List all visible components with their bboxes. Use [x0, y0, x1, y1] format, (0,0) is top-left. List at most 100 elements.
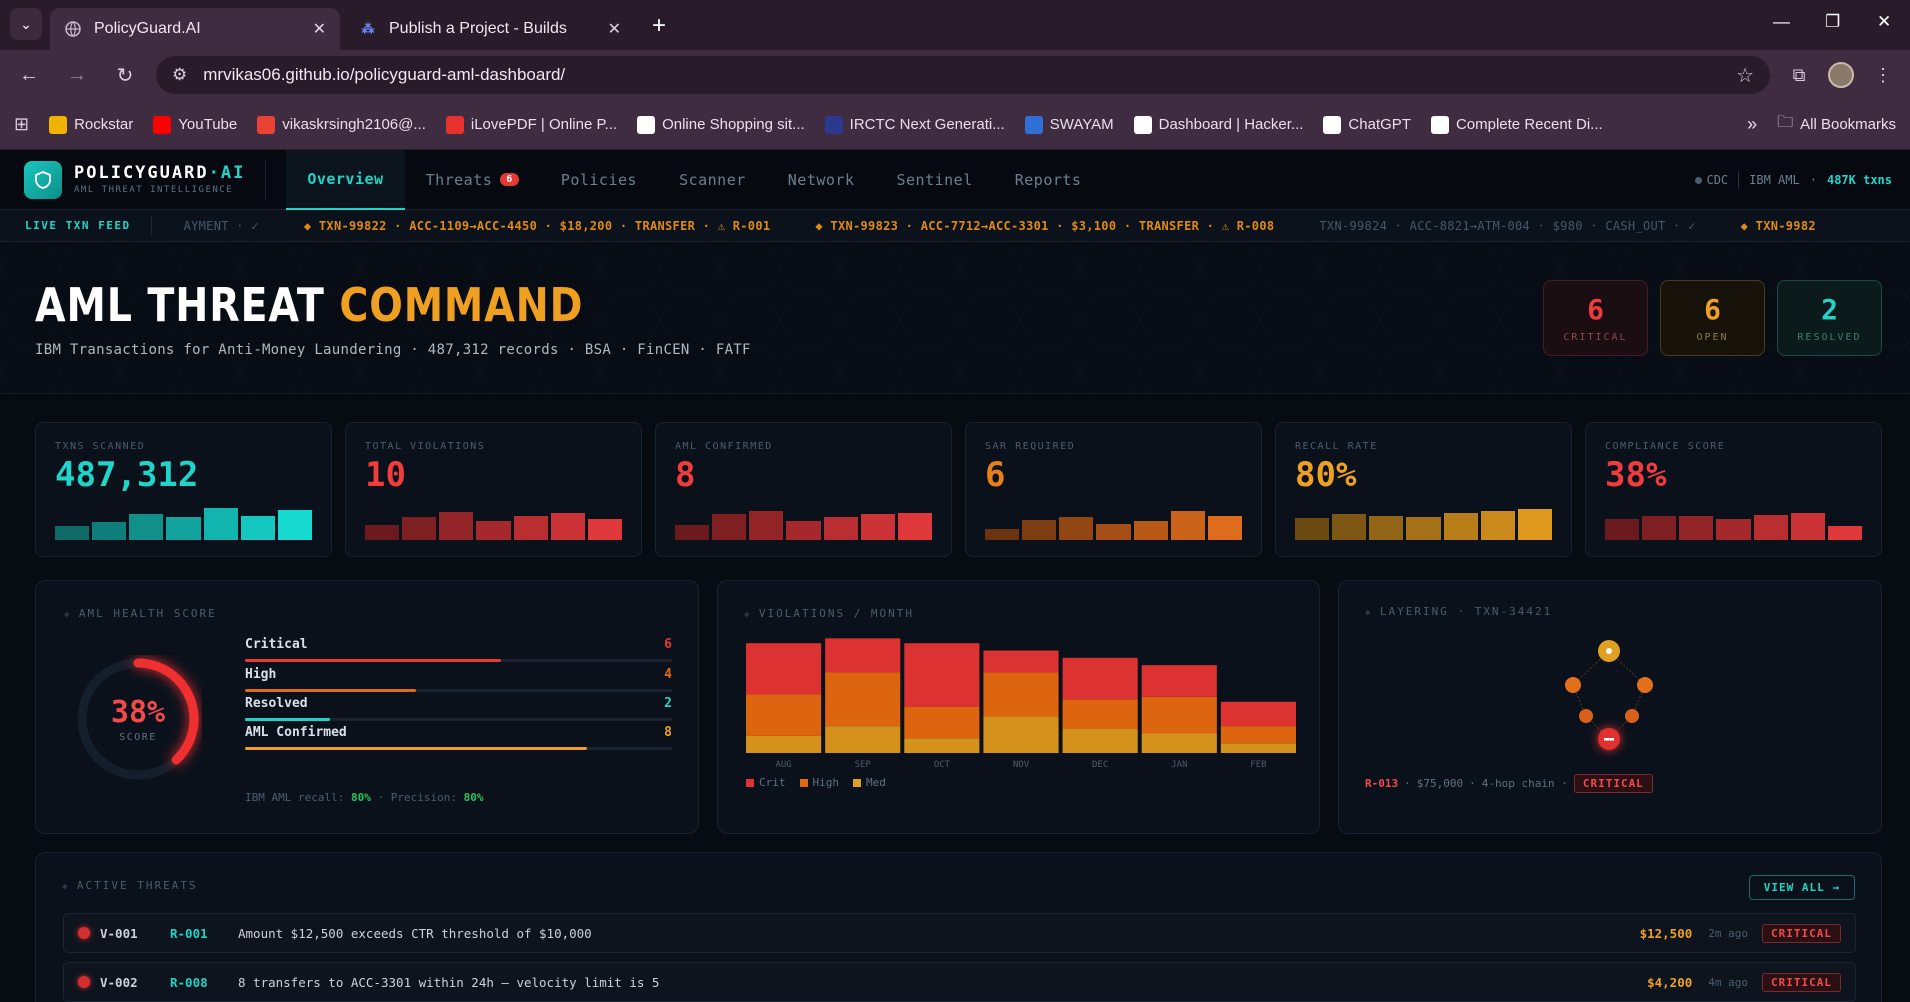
bookmark-icon — [1430, 115, 1449, 134]
minimize-button[interactable]: — — [1773, 12, 1790, 31]
bookmark-item[interactable]: IRCTC Next Generati... — [824, 115, 1005, 134]
bookmark-label: Dashboard | Hacker... — [1158, 116, 1304, 133]
tab-policies[interactable]: Policies — [540, 150, 658, 210]
close-icon[interactable]: ✕ — [312, 21, 326, 38]
stat-critical[interactable]: 6 CRITICAL — [1543, 280, 1648, 356]
kpi-label: SAR REQUIRED — [985, 441, 1076, 452]
health-row-critical: Critical 6 — [245, 637, 672, 662]
progress-track — [245, 718, 672, 721]
bar-med-feb[interactable] — [1220, 743, 1296, 753]
ticker-item[interactable]: ◆ TXN-99822 · ACC-1109→ACC-4450 · $18,20… — [303, 218, 771, 233]
kpi-card[interactable]: COMPLIANCE SCORE 38% — [1585, 422, 1882, 557]
ticker-item[interactable]: AYMENT · ✓ — [183, 218, 259, 233]
ticker-item[interactable]: ◆ TXN-9982 — [1740, 218, 1816, 233]
address-bar[interactable]: ⚙ mrvikas06.github.io/policyguard-aml-da… — [156, 56, 1770, 94]
bar-high-aug[interactable] — [746, 694, 822, 736]
restore-button[interactable]: ❐ — [1825, 12, 1841, 31]
bar-crit-sep[interactable] — [825, 638, 901, 673]
stat-value: 2 — [1821, 293, 1838, 326]
bar-high-sep[interactable] — [825, 672, 901, 727]
tab-reports[interactable]: Reports — [994, 150, 1103, 210]
bookmark-label: YouTube — [178, 116, 238, 133]
kpi-value: 80% — [1295, 455, 1357, 495]
bookmark-item[interactable]: iLovePDF | Online P... — [445, 115, 617, 134]
bookmark-item[interactable]: vikaskrsingh2106@... — [257, 115, 426, 134]
bar-crit-dec[interactable] — [1062, 657, 1138, 700]
bar-crit-nov[interactable] — [983, 650, 1059, 673]
tab-scanner[interactable]: Scanner — [658, 150, 767, 210]
hop-node[interactable] — [1565, 677, 1581, 693]
bar-crit-feb[interactable] — [1220, 701, 1296, 727]
menu-icon[interactable]: ⋮ — [1874, 64, 1892, 85]
kpi-card[interactable]: TOTAL VIOLATIONS 10 — [345, 422, 642, 557]
tab-sentinel[interactable]: Sentinel — [876, 150, 994, 210]
violations-chart: AUG SEP OCT NOV DEC JAN FEB — [746, 638, 1296, 770]
bookmark-item[interactable]: Dashboard | Hacker... — [1133, 115, 1304, 134]
ticker-item[interactable]: TXN-99824 · ACC-8821→ATM-004 · $980 · CA… — [1319, 218, 1696, 233]
bar-med-sep[interactable] — [825, 726, 901, 753]
forward-icon[interactable]: → — [67, 63, 87, 86]
bar-high-dec[interactable] — [1062, 699, 1138, 729]
bookmark-item[interactable]: Complete Recent Di... — [1430, 115, 1603, 134]
bar-crit-aug[interactable] — [746, 643, 822, 695]
tab-publish-builds[interactable]: ⁂ Publish a Project - Builds ✕ — [345, 8, 635, 50]
bookmark-item[interactable]: ChatGPT — [1323, 115, 1411, 134]
bar-crit-oct[interactable] — [904, 643, 980, 707]
spark-bar — [129, 514, 164, 540]
threat-row[interactable]: V-002 R-008 8 transfers to ACC-3301 within… — [63, 962, 1856, 1002]
view-all-button[interactable]: VIEW ALL → — [1748, 875, 1855, 900]
bar-med-nov[interactable] — [983, 716, 1059, 753]
stat-resolved[interactable]: 2 RESOLVED — [1777, 280, 1882, 356]
close-icon[interactable]: ✕ — [607, 21, 621, 38]
health-row-value: 8 — [664, 725, 672, 740]
tab-threats[interactable]: Threats 6 — [405, 150, 540, 210]
brand[interactable]: POLICYGUARD·AI AML THREAT INTELLIGENCE — [74, 164, 245, 195]
tab-policyguard[interactable]: PolicyGuard.AI ✕ — [50, 8, 340, 50]
spark-bar — [476, 521, 511, 540]
back-icon[interactable]: ← — [19, 63, 39, 86]
bar-high-nov[interactable] — [983, 672, 1059, 717]
hop-node[interactable] — [1579, 709, 1593, 723]
bookmark-item[interactable]: Online Shopping sit... — [637, 115, 805, 134]
shield-icon[interactable] — [24, 160, 62, 199]
status-area: CDC IBM AML · 487K txns — [1695, 150, 1892, 210]
bookmark-item[interactable]: SWAYAM — [1024, 115, 1114, 134]
kpi-card[interactable]: RECALL RATE 80% — [1275, 422, 1572, 557]
bar-med-dec[interactable] — [1062, 728, 1138, 753]
bar-high-oct[interactable] — [904, 706, 980, 739]
ticker-item[interactable]: ◆ TXN-99823 · ACC-7712→ACC-3301 · $3,100… — [815, 218, 1275, 233]
kpi-card[interactable]: AML CONFIRMED 8 — [655, 422, 952, 557]
url-text[interactable]: mrvikas06.github.io/policyguard-aml-dash… — [203, 65, 566, 84]
stat-open[interactable]: 6 OPEN — [1660, 280, 1765, 356]
tab-network[interactable]: Network — [767, 150, 876, 210]
address-row: ← → ↻ ⚙ mrvikas06.github.io/policyguard-… — [0, 50, 1910, 100]
bar-crit-jan[interactable] — [1141, 665, 1217, 697]
reload-icon[interactable]: ↻ — [116, 64, 134, 87]
bookmark-item[interactable]: Rockstar — [49, 115, 133, 134]
site-info-icon[interactable]: ⚙ — [172, 65, 188, 84]
chevron-right-icon[interactable]: » — [1747, 114, 1758, 134]
all-bookmarks[interactable]: 🗀 All Bookmarks — [1777, 111, 1896, 138]
hop-node[interactable] — [1637, 677, 1653, 693]
bar-high-jan[interactable] — [1141, 696, 1217, 734]
kpi-card[interactable]: TXNS SCANNED 487,312 — [35, 422, 332, 557]
new-tab-button[interactable]: + — [652, 12, 667, 39]
threat-row[interactable]: V-001 R-001 Amount $12,500 exceeds CTR thr… — [63, 913, 1856, 953]
bookmark-item[interactable]: YouTube — [153, 115, 238, 134]
tab-overview[interactable]: Overview — [286, 150, 405, 210]
bar-med-aug[interactable] — [746, 735, 822, 753]
apps-icon[interactable]: ⊞ — [14, 114, 30, 134]
bar-med-oct[interactable] — [904, 738, 980, 753]
tab-search-button[interactable]: ⌄ — [10, 8, 42, 40]
bar-high-feb[interactable] — [1220, 726, 1296, 744]
spark-bar — [402, 516, 437, 540]
kpi-card[interactable]: SAR REQUIRED 6 — [965, 422, 1262, 557]
extensions-icon[interactable]: ⧉ — [1792, 64, 1806, 85]
window-close-button[interactable]: ✕ — [1877, 12, 1892, 31]
spark-bar — [1096, 524, 1131, 540]
gauge-text: 38% SCORE — [74, 655, 202, 783]
avatar[interactable] — [1828, 62, 1854, 88]
star-icon[interactable]: ☆ — [1736, 64, 1754, 87]
bar-med-jan[interactable] — [1141, 733, 1217, 753]
hop-node[interactable] — [1625, 709, 1639, 723]
